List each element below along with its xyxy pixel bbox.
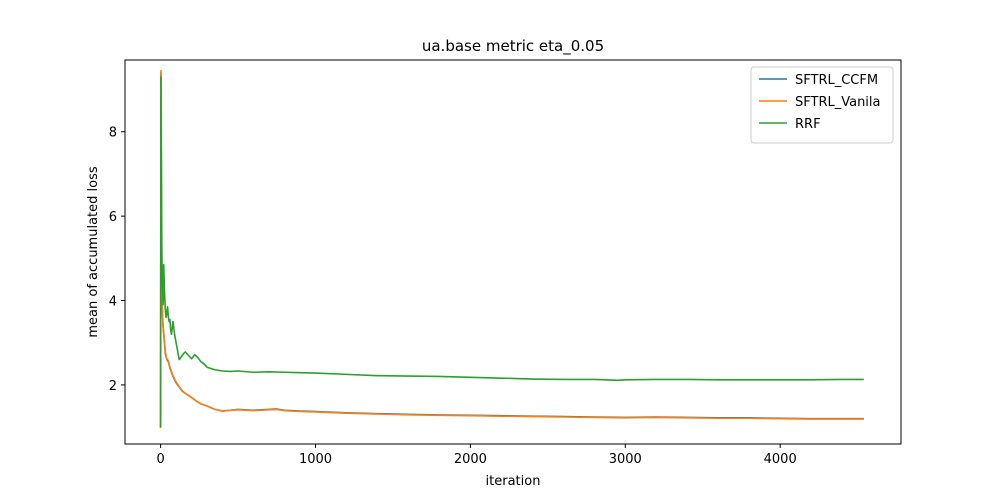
y-axis-label: mean of accumulated loss (86, 166, 101, 337)
legend: SFTRL_CCFM SFTRL_Vanila RRF (750, 66, 894, 144)
y-tick-label: 2 (109, 379, 117, 394)
y-tick-label: 6 (109, 210, 117, 225)
y-tick-label: 4 (109, 295, 117, 310)
series-line-sftrl-vanila (159, 69, 864, 428)
legend-box (750, 66, 894, 144)
legend-label: SFTRL_Vanila (795, 95, 881, 110)
y-axis: 2 4 6 8 (109, 126, 125, 394)
y-tick-label: 8 (109, 126, 117, 141)
x-tick-label: 1000 (299, 452, 332, 467)
x-axis-label: iteration (486, 474, 541, 489)
x-axis: 0 1000 2000 3000 4000 (156, 444, 797, 467)
chart-title: ua.base metric eta_0.05 (422, 37, 604, 56)
plot-area (159, 69, 864, 428)
series-layer (159, 69, 864, 428)
legend-label: RRF (795, 117, 821, 132)
legend-label: SFTRL_CCFM (795, 73, 878, 88)
plot-frame (124, 59, 902, 445)
x-tick-label: 3000 (609, 452, 642, 467)
x-tick-label: 4000 (764, 452, 797, 467)
x-tick-label: 2000 (454, 452, 487, 467)
x-tick-label: 0 (156, 452, 164, 467)
series-line-rrf (159, 76, 864, 428)
